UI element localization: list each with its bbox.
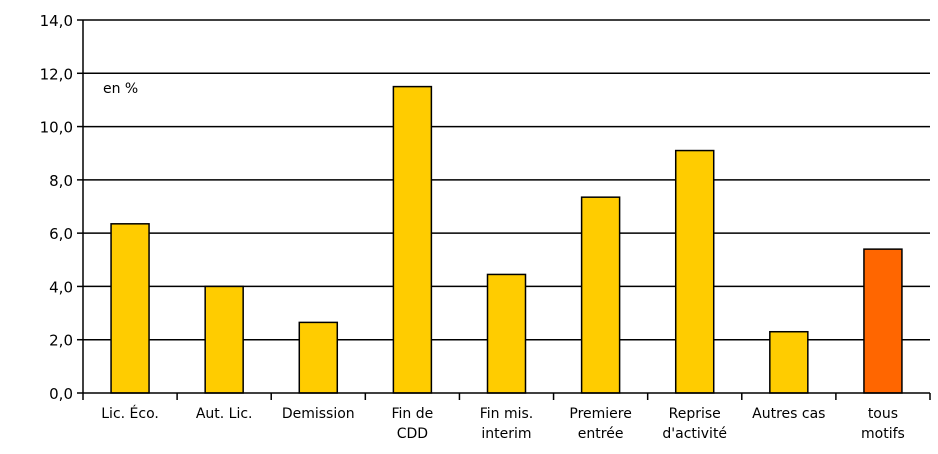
y-tick-label: 10,0 bbox=[40, 119, 73, 137]
x-category-label: tous bbox=[868, 406, 898, 422]
x-category-label: Fin de bbox=[392, 406, 434, 422]
x-category-label: entrée bbox=[578, 426, 624, 442]
bar bbox=[298, 321, 339, 394]
bar bbox=[674, 149, 715, 394]
x-category-label: Lic. Éco. bbox=[101, 405, 159, 422]
bar bbox=[580, 196, 621, 394]
x-category-label: Reprise bbox=[669, 406, 721, 422]
x-category-label: Autres cas bbox=[752, 406, 825, 422]
x-category-label: Premiere bbox=[569, 406, 631, 422]
axes bbox=[77, 19, 931, 400]
x-category-label: CDD bbox=[397, 426, 428, 442]
y-tick-label: 8,0 bbox=[49, 172, 73, 190]
bar bbox=[769, 330, 809, 394]
y-tick-label: 14,0 bbox=[40, 12, 73, 30]
y-tick-label: 4,0 bbox=[49, 278, 73, 296]
y-tick-label: 2,0 bbox=[49, 332, 73, 350]
bar bbox=[204, 285, 244, 394]
x-category-label: Fin mis. bbox=[480, 406, 534, 422]
y-tick-label: 12,0 bbox=[40, 65, 73, 83]
y-tick-label: 0,0 bbox=[49, 385, 73, 403]
y-tick-label: 6,0 bbox=[49, 225, 73, 243]
bar bbox=[486, 273, 527, 394]
labels: 0,0 2,0 4,0 6,0 8,0 10,0 12,0 14,0 Lic. Éco. Aut.… bbox=[40, 12, 905, 442]
x-category-label: Aut. Lic. bbox=[196, 406, 253, 422]
bar bbox=[392, 85, 433, 394]
unit-label: en % bbox=[103, 81, 138, 97]
x-category-label: d'activité bbox=[662, 426, 727, 442]
bar bbox=[110, 223, 150, 394]
x-category-label: motifs bbox=[861, 426, 905, 442]
x-category-label: interim bbox=[481, 426, 531, 442]
bars bbox=[110, 85, 903, 394]
x-category-label: Demission bbox=[282, 406, 355, 422]
bar bbox=[863, 248, 903, 394]
